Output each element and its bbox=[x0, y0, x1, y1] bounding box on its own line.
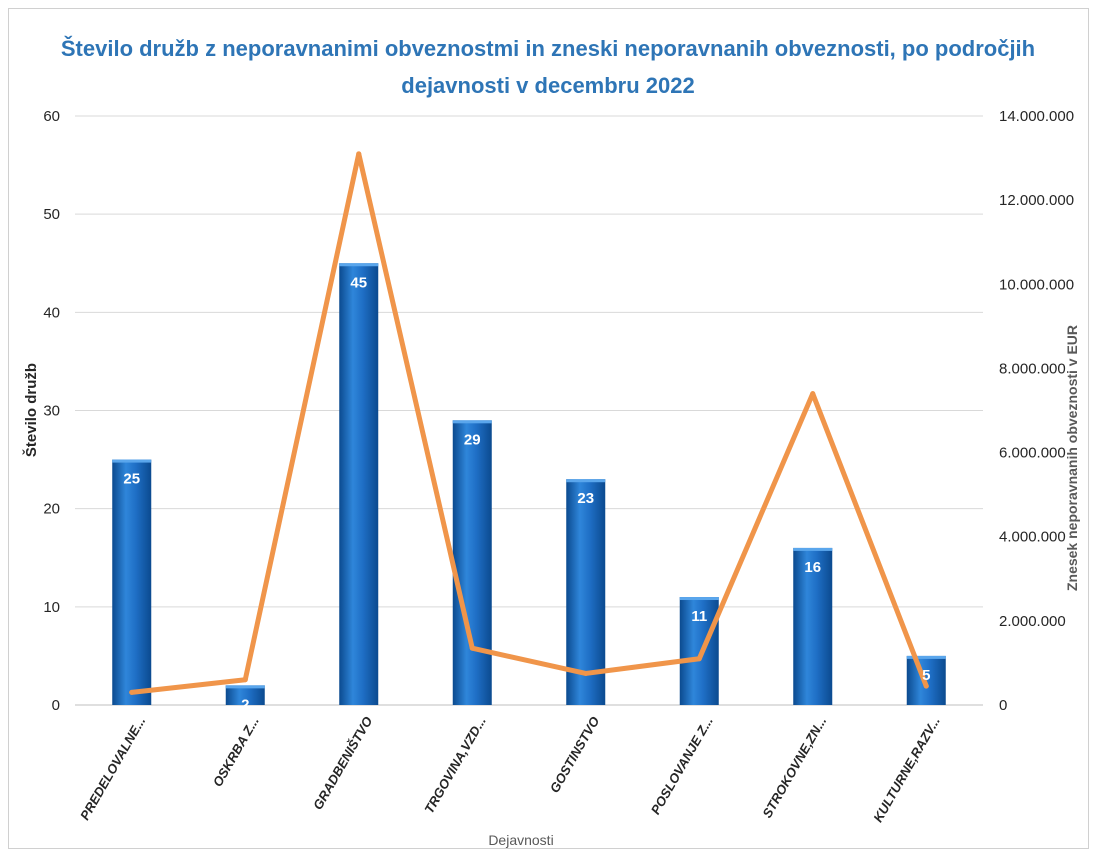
bar bbox=[679, 597, 719, 705]
bar-top-highlight bbox=[679, 597, 719, 601]
bar bbox=[339, 263, 379, 705]
category-label: OSKRBA Z... bbox=[210, 714, 262, 789]
bar-data-label: 11 bbox=[691, 608, 707, 625]
bar bbox=[793, 547, 833, 705]
y-axis-right: 0 2.000.000 4.000.000 6.000.000 8.000.000 10.… bbox=[999, 108, 1074, 714]
line-point bbox=[696, 656, 702, 662]
y2-tick-label: 10.000.000 bbox=[999, 276, 1074, 293]
line-point bbox=[923, 683, 929, 689]
category-label: GOSTINSTVO bbox=[547, 714, 603, 795]
bar-top-highlight bbox=[225, 685, 265, 689]
y2-tick-label: 6.000.000 bbox=[999, 445, 1066, 462]
chart-title-line1: Število družb z neporavnanimi obveznostm… bbox=[61, 36, 1035, 61]
line-point bbox=[356, 151, 362, 157]
bar-top-highlight bbox=[339, 263, 379, 267]
bar-data-label: 2 bbox=[241, 696, 249, 713]
chart-frame bbox=[8, 8, 1089, 849]
y-tick-label: 0 bbox=[52, 697, 60, 714]
y-tick-label: 30 bbox=[43, 403, 60, 420]
bar-data-label: 29 bbox=[464, 431, 481, 448]
line-point bbox=[810, 391, 816, 397]
bar-data-label: 16 bbox=[804, 559, 821, 576]
bar-top-highlight bbox=[793, 547, 833, 551]
bar-data-label: 5 bbox=[922, 667, 930, 684]
bar bbox=[225, 685, 265, 705]
y-tick-label: 10 bbox=[43, 599, 60, 616]
line-point bbox=[469, 645, 475, 651]
category-label: KULTURNE,RAZV... bbox=[870, 714, 943, 825]
category-label: POSLOVANJE Z... bbox=[648, 714, 716, 817]
line-series bbox=[129, 151, 929, 695]
y-tick-label: 20 bbox=[43, 501, 60, 518]
y2-axis-title: Znesek neporavnanih obveznosti v EUR bbox=[1064, 325, 1080, 591]
bar-top-highlight bbox=[112, 459, 152, 463]
line-point bbox=[242, 677, 248, 683]
line-point bbox=[129, 689, 135, 695]
y-tick-label: 40 bbox=[43, 304, 60, 321]
category-label: TRGOVINA,VZD... bbox=[421, 714, 489, 816]
y2-tick-label: 4.000.000 bbox=[999, 529, 1066, 546]
chart-title-line2: dejavnosti v decembru 2022 bbox=[401, 73, 694, 98]
y2-tick-label: 0 bbox=[999, 697, 1007, 714]
bar bbox=[566, 479, 606, 705]
gridlines bbox=[75, 115, 983, 706]
bar-data-labels: 25 2 45 29 23 11 16 5 bbox=[123, 274, 930, 713]
y2-tick-label: 8.000.000 bbox=[999, 360, 1066, 377]
y-tick-label: 50 bbox=[43, 206, 60, 223]
bar-top-highlight bbox=[906, 655, 946, 659]
y-axis-title: Število družb bbox=[22, 363, 40, 457]
bar-series bbox=[112, 263, 946, 705]
bar-data-label: 45 bbox=[350, 274, 367, 291]
y-axis-left: 0 10 20 30 40 50 60 bbox=[43, 108, 60, 714]
bar-data-label: 23 bbox=[577, 490, 594, 507]
y2-tick-label: 14.000.000 bbox=[999, 108, 1074, 125]
bar-top-highlight bbox=[452, 420, 492, 424]
category-label: PREDELOVALNE... bbox=[77, 714, 148, 823]
line-point bbox=[583, 670, 589, 676]
x-axis-categories: PREDELOVALNE... OSKRBA Z... GRADBENIŠTVO TR… bbox=[77, 714, 943, 825]
bar-top-highlight bbox=[566, 479, 606, 483]
category-label: STROKOVNE,ZN... bbox=[759, 714, 829, 820]
y2-tick-label: 12.000.000 bbox=[999, 192, 1074, 209]
bar bbox=[112, 459, 152, 705]
x-axis-title: Dejavnosti bbox=[488, 832, 553, 848]
line-path bbox=[129, 151, 929, 695]
y2-tick-label: 2.000.000 bbox=[999, 613, 1066, 630]
bar bbox=[452, 420, 492, 705]
category-label: GRADBENIŠTVO bbox=[310, 714, 375, 812]
bar-data-label: 25 bbox=[123, 471, 140, 488]
y-tick-label: 60 bbox=[43, 108, 60, 125]
